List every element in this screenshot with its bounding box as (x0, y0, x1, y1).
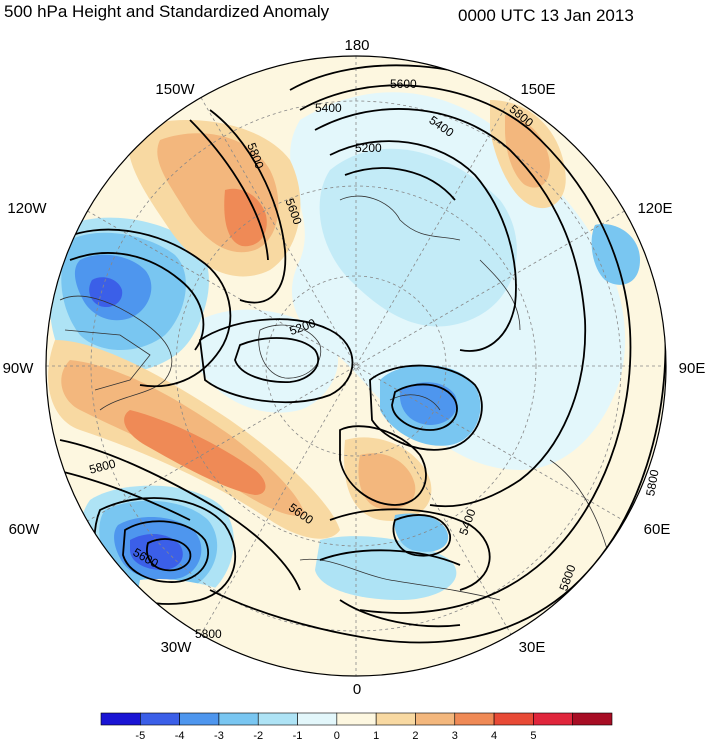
shade-namerica-neg4 (89, 277, 123, 308)
shade-pacific-pos3 (224, 188, 267, 247)
lon-label-60w: 60W (9, 521, 41, 538)
shade-siberia-neg1 (319, 148, 517, 327)
longitude-labels: 180 150W 150E 120W 120E 90W 90E 60W 60E … (3, 37, 706, 698)
contour-label: 5800 (88, 456, 118, 477)
colorbar-tick-label: -1 (293, 730, 303, 740)
colorbar-swatch (218, 712, 259, 726)
shade-greenland-neg0 (200, 309, 339, 413)
shade-easia-neg2 (591, 224, 640, 285)
colorbar-tick-label: 3 (452, 730, 458, 740)
colorbar-tick-label: 0 (334, 730, 340, 740)
colorbar-swatch (257, 712, 298, 726)
colorbar-swatch (572, 712, 613, 726)
colorbar-tick-label: -4 (175, 730, 185, 740)
colorbar-swatch (415, 712, 456, 726)
contour-label: 5600 (390, 77, 417, 91)
colorbar-swatch (179, 712, 220, 726)
lon-label-60e: 60E (644, 521, 671, 538)
colorbar-tick-label: 2 (412, 730, 418, 740)
lon-label-180: 180 (344, 37, 369, 54)
graticule (46, 56, 666, 676)
lon-label-120e: 120E (637, 200, 672, 217)
shade-japan-pos2 (505, 115, 550, 188)
lon-label-120w: 120W (7, 200, 47, 217)
lon-label-30e: 30E (519, 639, 546, 656)
colorbar-tick-label: 4 (491, 730, 497, 740)
colorbar-tick-label: 5 (530, 730, 536, 740)
colorbar-tick-label: -2 (253, 730, 263, 740)
map-border (45, 55, 667, 677)
lon-label-90w: 90W (3, 360, 35, 377)
lon-label-30w: 30W (161, 639, 193, 656)
colorbar-tick-label: -3 (214, 730, 224, 740)
lon-label-0: 0 (353, 681, 361, 698)
colorbar-swatch (140, 712, 180, 726)
colorbar-tick-label: -5 (135, 730, 145, 740)
colorbar-swatch (297, 712, 338, 726)
colorbar-swatch (454, 712, 495, 726)
contour-label: 5400 (315, 101, 342, 115)
contour-label: 5800 (643, 468, 661, 497)
colorbar-swatch (100, 712, 141, 726)
colorbar-tick-label: 1 (373, 730, 379, 740)
lon-label-90e: 90E (679, 360, 706, 377)
colorbar-swatch (533, 712, 573, 726)
contour-label: 5800 (195, 627, 222, 641)
shade-atlanticlow-neg4 (130, 533, 183, 570)
coastlines (59, 195, 611, 601)
shade-barents-neg3 (399, 382, 458, 425)
colorbar-swatch (375, 712, 416, 726)
shade-europe-neg2 (394, 513, 449, 552)
colorbar-swatch (493, 712, 534, 726)
contour-label: 5200 (355, 141, 382, 155)
lon-label-150w: 150W (155, 81, 195, 98)
height-contours (54, 64, 666, 644)
map-datetime: 0000 UTC 13 Jan 2013 (458, 6, 634, 25)
colorbar-swatch (336, 712, 377, 726)
shade-atlantic-pos3 (124, 410, 266, 495)
lon-label-150e: 150E (520, 81, 555, 98)
colorbar: -5 -4 -3 -2 -1 0 1 2 3 4 5 (100, 712, 613, 740)
shade-europe-pos2 (358, 453, 416, 510)
map-title: 500 hPa Height and Standardized Anomaly (4, 2, 330, 21)
